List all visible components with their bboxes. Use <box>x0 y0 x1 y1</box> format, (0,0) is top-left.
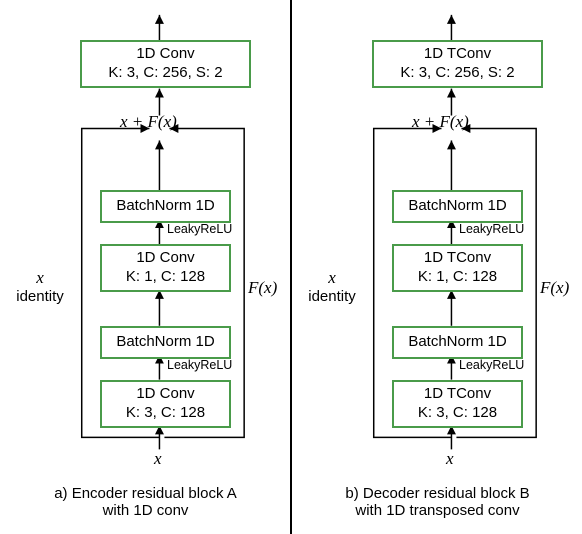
a-id-l2: identity <box>16 288 64 305</box>
b-x-label: x <box>446 449 454 469</box>
a-conv2-line1: 1D Conv <box>136 249 194 266</box>
a-act2: LeakyReLU <box>167 222 232 236</box>
b-top-line1: 1D TConv <box>424 45 491 62</box>
a-x-label: x <box>154 449 162 469</box>
b-cap1: b) Decoder residual block B <box>345 485 529 502</box>
a-cap1: a) Encoder residual block A <box>54 485 237 502</box>
a-cap2: with 1D conv <box>103 502 189 519</box>
a-conv1: 1D Conv K: 3, C: 128 <box>100 380 231 428</box>
b-conv2-line1: 1D TConv <box>424 249 491 266</box>
panel-b: 1D TConv K: 3, C: 256, S: 2 x + F(x) Bat… <box>292 0 582 534</box>
a-conv2: 1D Conv K: 1, C: 128 <box>100 244 231 292</box>
panel-a: 1D Conv K: 3, C: 256, S: 2 x + F(x) Batc… <box>0 0 290 534</box>
b-fx-label: F(x) <box>540 278 569 298</box>
b-cap2: with 1D transposed conv <box>355 502 519 519</box>
diagram-container: 1D Conv K: 3, C: 256, S: 2 x + F(x) Batc… <box>0 0 582 534</box>
b-conv1-line2: K: 3, C: 128 <box>418 404 497 421</box>
b-act1: LeakyReLU <box>459 358 524 372</box>
a-sum-label: x + F(x) <box>120 112 177 132</box>
b-conv1-line1: 1D TConv <box>424 385 491 402</box>
b-conv2: 1D TConv K: 1, C: 128 <box>392 244 523 292</box>
b-conv2-line2: K: 1, C: 128 <box>418 268 497 285</box>
b-act2: LeakyReLU <box>459 222 524 236</box>
b-sum-label: x + F(x) <box>412 112 469 132</box>
a-id-l1: x <box>36 268 44 287</box>
b-caption: b) Decoder residual block B with 1D tran… <box>292 485 582 519</box>
a-conv1-line2: K: 3, C: 128 <box>126 404 205 421</box>
a-top-block: 1D Conv K: 3, C: 256, S: 2 <box>80 40 251 88</box>
b-id-l2: identity <box>308 288 356 305</box>
a-conv2-line2: K: 1, C: 128 <box>126 268 205 285</box>
a-bn2: BatchNorm 1D <box>100 190 231 223</box>
b-identity-label: x identity <box>302 268 362 305</box>
a-identity-label: x identity <box>10 268 70 305</box>
a-bn1: BatchNorm 1D <box>100 326 231 359</box>
b-id-l1: x <box>328 268 336 287</box>
b-top-block: 1D TConv K: 3, C: 256, S: 2 <box>372 40 543 88</box>
b-top-line2: K: 3, C: 256, S: 2 <box>400 64 514 81</box>
a-act1: LeakyReLU <box>167 358 232 372</box>
b-conv1: 1D TConv K: 3, C: 128 <box>392 380 523 428</box>
a-top-line1: 1D Conv <box>136 45 194 62</box>
a-top-line2: K: 3, C: 256, S: 2 <box>108 64 222 81</box>
b-bn2: BatchNorm 1D <box>392 190 523 223</box>
a-fx-label: F(x) <box>248 278 277 298</box>
b-bn1: BatchNorm 1D <box>392 326 523 359</box>
a-conv1-line1: 1D Conv <box>136 385 194 402</box>
a-caption: a) Encoder residual block A with 1D conv <box>0 485 291 519</box>
